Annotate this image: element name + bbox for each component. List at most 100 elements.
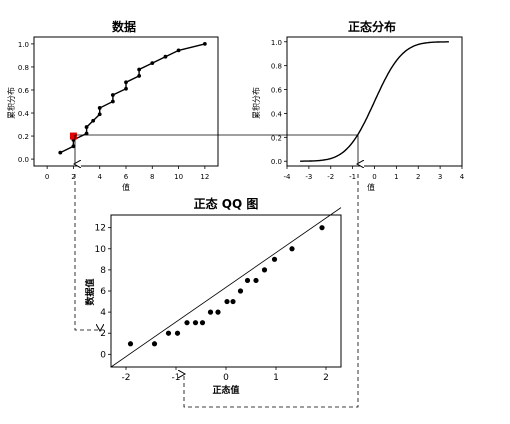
ecdf-point (176, 48, 181, 53)
y-tick-label: 0.8 (271, 63, 282, 71)
x-tick-label: 2 (416, 173, 420, 181)
qq-points (127, 225, 325, 347)
ecdf-point (91, 118, 96, 123)
y-tick-label: 0.6 (271, 87, 283, 95)
ecdf-point (58, 150, 63, 155)
y-tick-label: 0.8 (18, 64, 29, 72)
qq-plot-x-ticks: -2 -1 0 1 2 (122, 367, 329, 383)
ecdf-point (202, 42, 207, 46)
y-tick-label: 1.0 (271, 39, 282, 47)
qq-point (253, 277, 259, 284)
qq-point (319, 225, 325, 231)
x-tick-label: 0 (372, 173, 376, 181)
x-tick-label: 12 (200, 173, 209, 181)
x-tick-label: 6 (124, 173, 129, 181)
data-ecdf-plot-frame (33, 36, 219, 167)
ecdf-line (59, 43, 206, 154)
connector-dashed-to-qq-x (184, 174, 359, 408)
data-ecdf-x-ticks: 0 2 4 6 8 10 12 (45, 166, 209, 181)
y-tick-label: 8 (100, 266, 106, 276)
y-tick-label: 0.4 (18, 110, 30, 118)
y-tick-label: 10 (95, 245, 107, 255)
ecdf-point (124, 80, 128, 85)
ecdf-point (110, 93, 115, 97)
y-tick-label: 4 (100, 308, 106, 318)
y-tick-label: 0.2 (271, 134, 282, 142)
normal-cdf-y-ticks: 0.0 0.2 0.4 0.6 0.8 1.0 (271, 39, 287, 166)
qq-point (230, 298, 236, 305)
y-tick-label: 0.2 (18, 133, 29, 141)
qq-point (165, 330, 172, 336)
data-ecdf-x-axis-label: 值 (122, 182, 130, 192)
y-tick-label: 0.0 (18, 156, 29, 164)
y-tick-label: 0.0 (271, 158, 282, 166)
highlight-marker (69, 132, 77, 140)
qq-plot-title: 正态 QQ 图 (194, 196, 259, 211)
x-tick-label: -3 (305, 173, 312, 181)
data-ecdf-y-ticks: 0.0 0.2 0.4 0.6 0.8 1.0 (18, 41, 34, 164)
ecdf-point (84, 131, 89, 136)
qq-plot-frame (110, 214, 342, 368)
x-tick-label: 1 (394, 173, 398, 181)
x-tick-label: 0 (45, 173, 49, 181)
data-ecdf-panel: 数据 值 累积分布 0 2 4 6 8 10 12 0.0 0.2 0.4 0.6 0.8 1.0 (6, 19, 219, 192)
normal-cdf-panel: 正态分布 值 累积分布 -4 -3 -2 -1 0 1 2 3 4 0.00.20.40.60.… (251, 19, 465, 192)
normal-cdf-x-ticks: -4 -3 -2 -1 0 1 2 3 4 (284, 166, 465, 181)
qq-reference-line (110, 207, 342, 368)
x-tick-label: 3 (438, 173, 442, 181)
qq-point (244, 277, 251, 284)
qq-plot-y-ticks: 0 2 4 6 8 10 12 (95, 224, 111, 360)
x-tick-label: -4 (284, 173, 292, 181)
qq-point (289, 246, 295, 252)
qq-point (192, 320, 199, 326)
connectors (74, 134, 359, 408)
ecdf-point (110, 99, 115, 104)
x-tick-label: 2 (323, 373, 329, 383)
ecdf-point (137, 74, 142, 78)
qq-point (207, 309, 214, 315)
ecdf-point (150, 61, 155, 66)
y-tick-label: 0.6 (18, 87, 30, 95)
data-ecdf-title: 数据 (112, 19, 136, 34)
x-tick-label: -1 (172, 373, 181, 383)
x-tick-label: -2 (327, 173, 334, 181)
ecdf-point (137, 67, 142, 72)
x-tick-label: 8 (150, 173, 154, 181)
ecdf-point (97, 112, 102, 117)
y-tick-label: 0 (100, 350, 106, 360)
y-tick-label: 2 (100, 329, 106, 339)
x-tick-label: 2 (71, 173, 75, 181)
qq-point (215, 309, 221, 315)
ecdf-point (124, 86, 128, 91)
qq-point (224, 298, 230, 305)
x-tick-label: 4 (460, 173, 465, 181)
qq-point (199, 320, 206, 326)
qq-plot-x-axis-label: 正态值 (212, 384, 239, 396)
normal-cdf-y-axis-label: 累积分布 (251, 87, 261, 119)
y-tick-label: 1.0 (18, 41, 29, 49)
x-tick-label: -2 (122, 373, 131, 383)
x-tick-label: -1 (349, 173, 356, 181)
x-tick-label: 1 (273, 373, 279, 383)
x-tick-label: 0 (223, 373, 229, 383)
normal-cdf-curve (300, 41, 449, 162)
qq-point (271, 256, 278, 262)
ecdf-point (163, 54, 168, 59)
y-tick-label: 0.4 (271, 110, 283, 118)
ecdf-point (84, 125, 89, 129)
ecdf-point (71, 144, 76, 149)
normal-cdf-title: 正态分布 (348, 19, 396, 34)
data-ecdf-series (58, 42, 207, 155)
qq-point (184, 320, 190, 326)
x-tick-label: 10 (174, 173, 183, 181)
x-tick-label: 4 (97, 173, 102, 181)
qq-point (174, 330, 181, 336)
qq-point (261, 267, 268, 273)
qq-point (237, 288, 244, 294)
qq-point (127, 341, 134, 347)
normal-cdf-x-axis-label: 值 (367, 182, 375, 192)
qq-point (151, 341, 158, 347)
connector-dashed-to-qq-y (74, 174, 100, 330)
